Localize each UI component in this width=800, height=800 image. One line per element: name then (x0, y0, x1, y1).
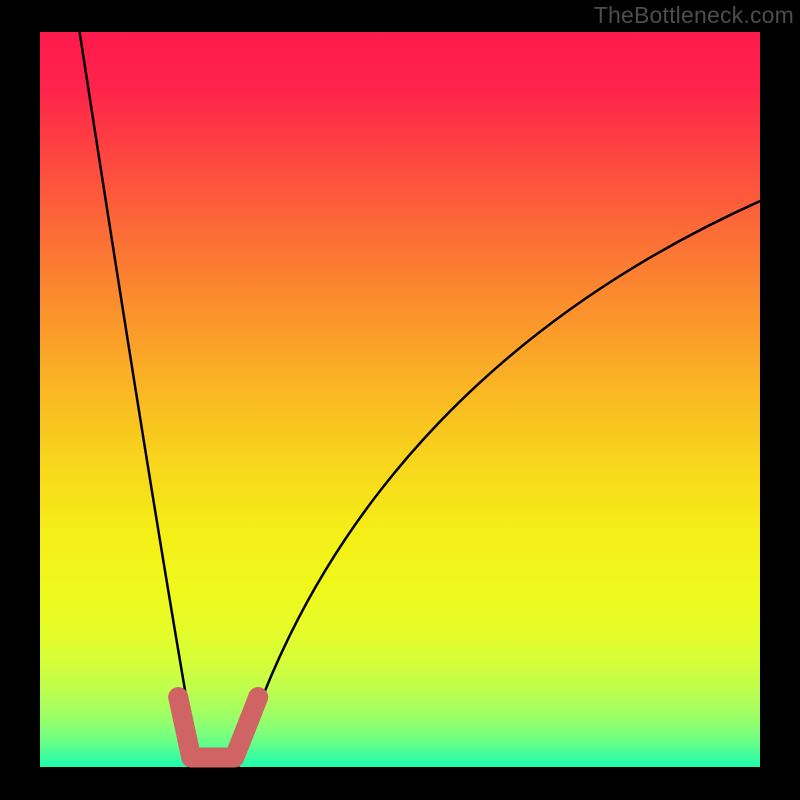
watermark-text: TheBottleneck.com (594, 2, 794, 29)
marker-endpoint-right (248, 687, 268, 707)
chart-svg (0, 0, 800, 800)
chart-root: TheBottleneck.com (0, 0, 800, 800)
plot-background (40, 32, 760, 767)
marker-endpoint-left (168, 687, 188, 707)
